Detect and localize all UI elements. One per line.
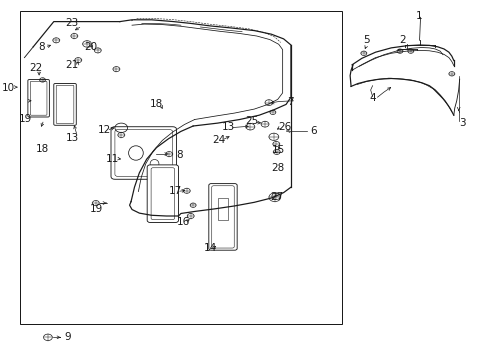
Text: 25: 25 <box>245 116 259 126</box>
Text: 21: 21 <box>65 60 79 70</box>
Ellipse shape <box>150 159 159 168</box>
Text: 14: 14 <box>203 243 217 253</box>
FancyBboxPatch shape <box>115 130 172 176</box>
FancyBboxPatch shape <box>211 186 234 248</box>
Text: 8: 8 <box>176 150 183 160</box>
Text: 17: 17 <box>168 186 182 196</box>
Bar <box>218 198 227 220</box>
Text: 28: 28 <box>270 163 284 174</box>
FancyBboxPatch shape <box>30 81 47 115</box>
Ellipse shape <box>128 146 143 160</box>
Text: 19: 19 <box>19 114 32 124</box>
Text: 10: 10 <box>2 83 15 93</box>
FancyBboxPatch shape <box>151 168 174 220</box>
Bar <box>20 11 342 324</box>
Text: 16: 16 <box>176 217 190 228</box>
FancyBboxPatch shape <box>208 184 237 250</box>
Text: 13: 13 <box>65 132 79 143</box>
FancyBboxPatch shape <box>28 80 49 117</box>
Text: 13: 13 <box>222 122 235 132</box>
Text: 8: 8 <box>38 42 45 52</box>
FancyBboxPatch shape <box>147 165 178 222</box>
Text: 18: 18 <box>36 144 49 154</box>
Text: 3: 3 <box>458 118 465 128</box>
Text: 15: 15 <box>271 145 285 156</box>
Text: 22: 22 <box>29 63 42 73</box>
Text: 20: 20 <box>84 42 97 52</box>
Text: 2: 2 <box>398 35 405 45</box>
Text: 5: 5 <box>363 35 369 45</box>
FancyBboxPatch shape <box>54 84 76 125</box>
FancyBboxPatch shape <box>111 127 176 179</box>
Text: 7: 7 <box>286 96 293 107</box>
Text: 11: 11 <box>105 154 119 164</box>
Text: 6: 6 <box>310 126 317 136</box>
Text: 26: 26 <box>277 122 291 132</box>
Text: 18: 18 <box>149 99 163 109</box>
Text: 24: 24 <box>212 135 225 145</box>
Text: 9: 9 <box>64 332 71 342</box>
FancyBboxPatch shape <box>56 85 74 123</box>
Text: 23: 23 <box>65 18 79 28</box>
Text: 4: 4 <box>369 93 376 103</box>
Text: 19: 19 <box>89 204 103 214</box>
Text: 27: 27 <box>270 192 284 202</box>
Text: 1: 1 <box>415 11 422 21</box>
Text: 12: 12 <box>97 125 111 135</box>
